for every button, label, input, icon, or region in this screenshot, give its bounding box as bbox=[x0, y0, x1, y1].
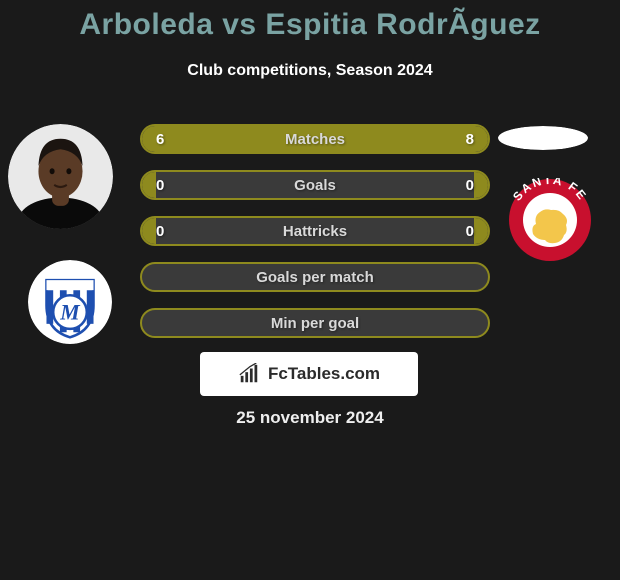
footer-date: 25 november 2024 bbox=[0, 408, 620, 428]
stat-row: 68Matches bbox=[140, 124, 490, 154]
player-right-avatar-svg bbox=[498, 126, 588, 150]
stat-label: Min per goal bbox=[142, 310, 488, 336]
club-right-badge: SANTA FE bbox=[500, 178, 600, 263]
subtitle: Club competitions, Season 2024 bbox=[0, 62, 620, 80]
club-right-badge-svg: SANTA FE bbox=[500, 178, 600, 263]
player-left-avatar-svg bbox=[8, 124, 113, 229]
stat-row: Min per goal bbox=[140, 308, 490, 338]
page-title: Arboleda vs Espitia RodrÃ­guez bbox=[0, 8, 620, 42]
infographic-canvas: Arboleda vs Espitia RodrÃ­guez Club comp… bbox=[0, 0, 620, 580]
club-left-badge-svg: M bbox=[28, 260, 112, 344]
brand-text: FcTables.com bbox=[268, 364, 380, 384]
brand-box: FcTables.com bbox=[200, 352, 418, 396]
club-left-badge: M bbox=[28, 260, 112, 344]
stat-row: Goals per match bbox=[140, 262, 490, 292]
stats-block: 68Matches 00Goals 00Hattricks Goals per mat… bbox=[140, 124, 490, 354]
stat-label: Matches bbox=[142, 126, 488, 152]
stat-row: 00Goals bbox=[140, 170, 490, 200]
player-left-avatar bbox=[8, 124, 113, 229]
stat-label: Goals bbox=[142, 172, 488, 198]
stat-label: Hattricks bbox=[142, 218, 488, 244]
club-left-letter: M bbox=[59, 301, 81, 325]
chart-icon bbox=[238, 363, 260, 385]
player-right-avatar bbox=[498, 126, 588, 150]
stat-label: Goals per match bbox=[142, 264, 488, 290]
stat-row: 00Hattricks bbox=[140, 216, 490, 246]
